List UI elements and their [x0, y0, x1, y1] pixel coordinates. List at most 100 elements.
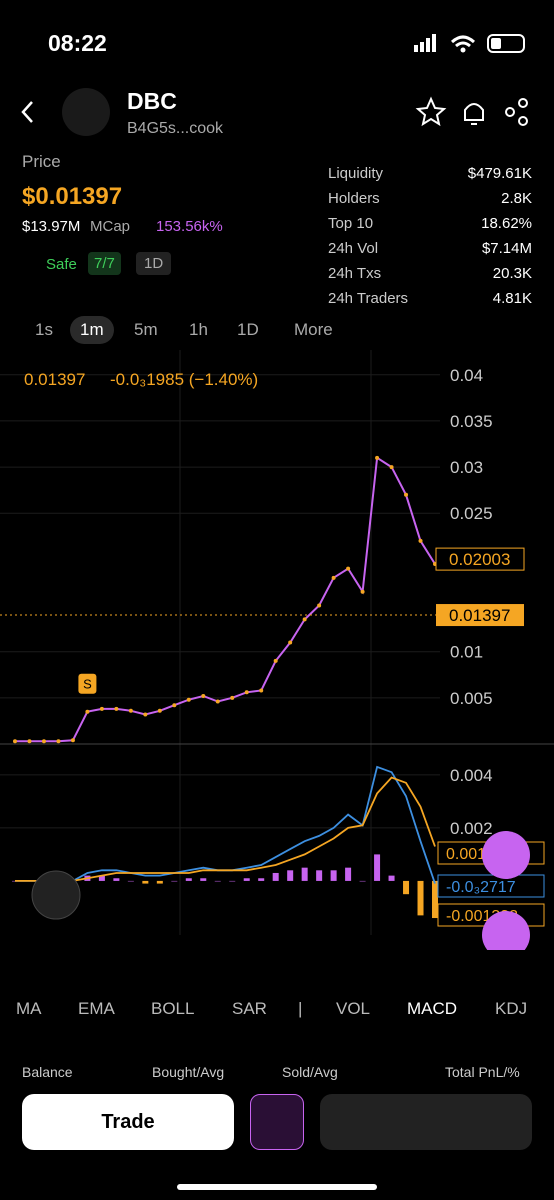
token-avatar [62, 88, 110, 136]
legend-price: 0.01397 [24, 370, 85, 389]
y-tick-label: 0.025 [450, 504, 493, 523]
indicator[interactable]: BOLL [151, 999, 195, 1018]
price-point [404, 492, 409, 497]
header-actions[interactable] [415, 96, 535, 128]
price-point [201, 694, 206, 698]
price-point [172, 703, 177, 708]
token-symbol[interactable]: DBC [127, 88, 177, 114]
chart: 0.04 0.035 0.03 0.025 0.01 0.005 0.01397 -0.0₃1… [0, 350, 554, 950]
price-point [317, 603, 322, 608]
y-tick-label: 0.04 [450, 366, 483, 385]
stat-value: 4.81K [492, 290, 532, 307]
mcap: $13.97M [22, 218, 81, 235]
indicator[interactable]: MA [16, 999, 42, 1018]
macd-bar [243, 878, 250, 881]
timeframe[interactable]: 1h [189, 320, 208, 339]
home-indicator [177, 1184, 377, 1190]
trade-button[interactable]: Trade [22, 1094, 234, 1150]
indicator[interactable]: MACD [407, 999, 458, 1018]
y-tick-label: 0.03 [450, 458, 483, 477]
nav-controls[interactable] [320, 1094, 532, 1150]
stat-label: Top 10 [328, 215, 374, 232]
macd-bar [229, 880, 236, 882]
checks-badge: 7/7 [88, 252, 121, 275]
marker-box [435, 547, 525, 571]
fab-wallet [482, 911, 530, 950]
macd-bar [388, 875, 395, 881]
price-point [273, 658, 278, 663]
timeframe[interactable]: 1s [35, 320, 53, 339]
macd-bar [127, 880, 134, 882]
macd-line [15, 765, 436, 884]
macd-bar [301, 867, 308, 881]
macd-bar [98, 875, 105, 881]
price-point [288, 640, 293, 645]
quick-button[interactable] [250, 1094, 304, 1150]
indicator[interactable]: EMA [78, 999, 115, 1018]
timeframe[interactable]: 1m [70, 316, 114, 344]
macd-bar [287, 870, 294, 881]
price-point [302, 617, 307, 622]
price-point [230, 695, 235, 700]
period-badge: 1D [136, 252, 172, 275]
macd-bar [113, 878, 120, 881]
macd-box-label: -0.0₃2717 [446, 879, 516, 896]
tv-logo [31, 870, 81, 920]
price-point [244, 690, 249, 695]
macd-bar [156, 880, 163, 884]
price-line [15, 456, 436, 743]
y-tick-label: 0.004 [450, 766, 493, 785]
y-tick-label: 0.002 [450, 819, 493, 838]
price-point [186, 697, 191, 702]
stat-value: $7.14M [481, 240, 532, 257]
price-label[interactable]: Price [22, 152, 61, 171]
stat-value: 2.8K [501, 190, 532, 207]
macd-bar [359, 880, 366, 882]
stat-label: 24h Txs [328, 265, 382, 282]
price-point [70, 738, 75, 743]
price-point [114, 706, 119, 711]
timeframe[interactable]: 1D [237, 320, 259, 339]
macd-bar [272, 872, 279, 881]
marker-label: 0.02003 [449, 550, 510, 569]
macd-box-label: 0.001 [446, 846, 486, 863]
price-point [99, 706, 104, 711]
macd-line [15, 776, 436, 882]
stat-label: 24h Traders [328, 290, 409, 307]
last-price-label: 0.01397 [449, 606, 510, 625]
fab-search [482, 831, 530, 879]
stat-value: 18.62% [481, 215, 532, 232]
indicator[interactable]: VOL [336, 999, 371, 1018]
macd-bar [432, 880, 438, 919]
footer-column: Balance [22, 1064, 73, 1080]
timeframe[interactable]: 5m [134, 320, 158, 339]
timeframe[interactable]: More [294, 320, 333, 339]
macd-bar [345, 867, 352, 881]
macd-bar [200, 878, 207, 881]
price-change: 153.56k% [156, 218, 223, 235]
signal-badge [78, 673, 97, 694]
price-value: $0.01397 [22, 183, 123, 210]
price-point [346, 566, 351, 571]
stat-label: 24h Vol [328, 240, 379, 257]
stat-value: $479.61K [467, 165, 532, 182]
stat-label: Holders [328, 190, 380, 207]
price-point [215, 699, 220, 704]
indicator[interactable]: | [298, 999, 303, 1018]
indicator[interactable]: SAR [232, 999, 267, 1018]
clock: 08:22 [48, 30, 107, 56]
back-button[interactable] [18, 98, 38, 126]
macd-bar [171, 880, 178, 882]
macd-bar [403, 880, 410, 895]
safe-badge: Safe [46, 256, 77, 273]
price-point [27, 739, 32, 744]
footer-column: Sold/Avg [282, 1064, 338, 1080]
mcap-label: MCap [90, 218, 131, 235]
y-tick-label: 0.01 [450, 643, 483, 662]
indicator[interactable]: KDJ [495, 999, 528, 1018]
y-tick-label: 0.005 [450, 689, 493, 708]
macd-bar [374, 854, 381, 881]
token-address[interactable]: B4G5s...cook [127, 120, 224, 137]
price-point [128, 708, 133, 713]
